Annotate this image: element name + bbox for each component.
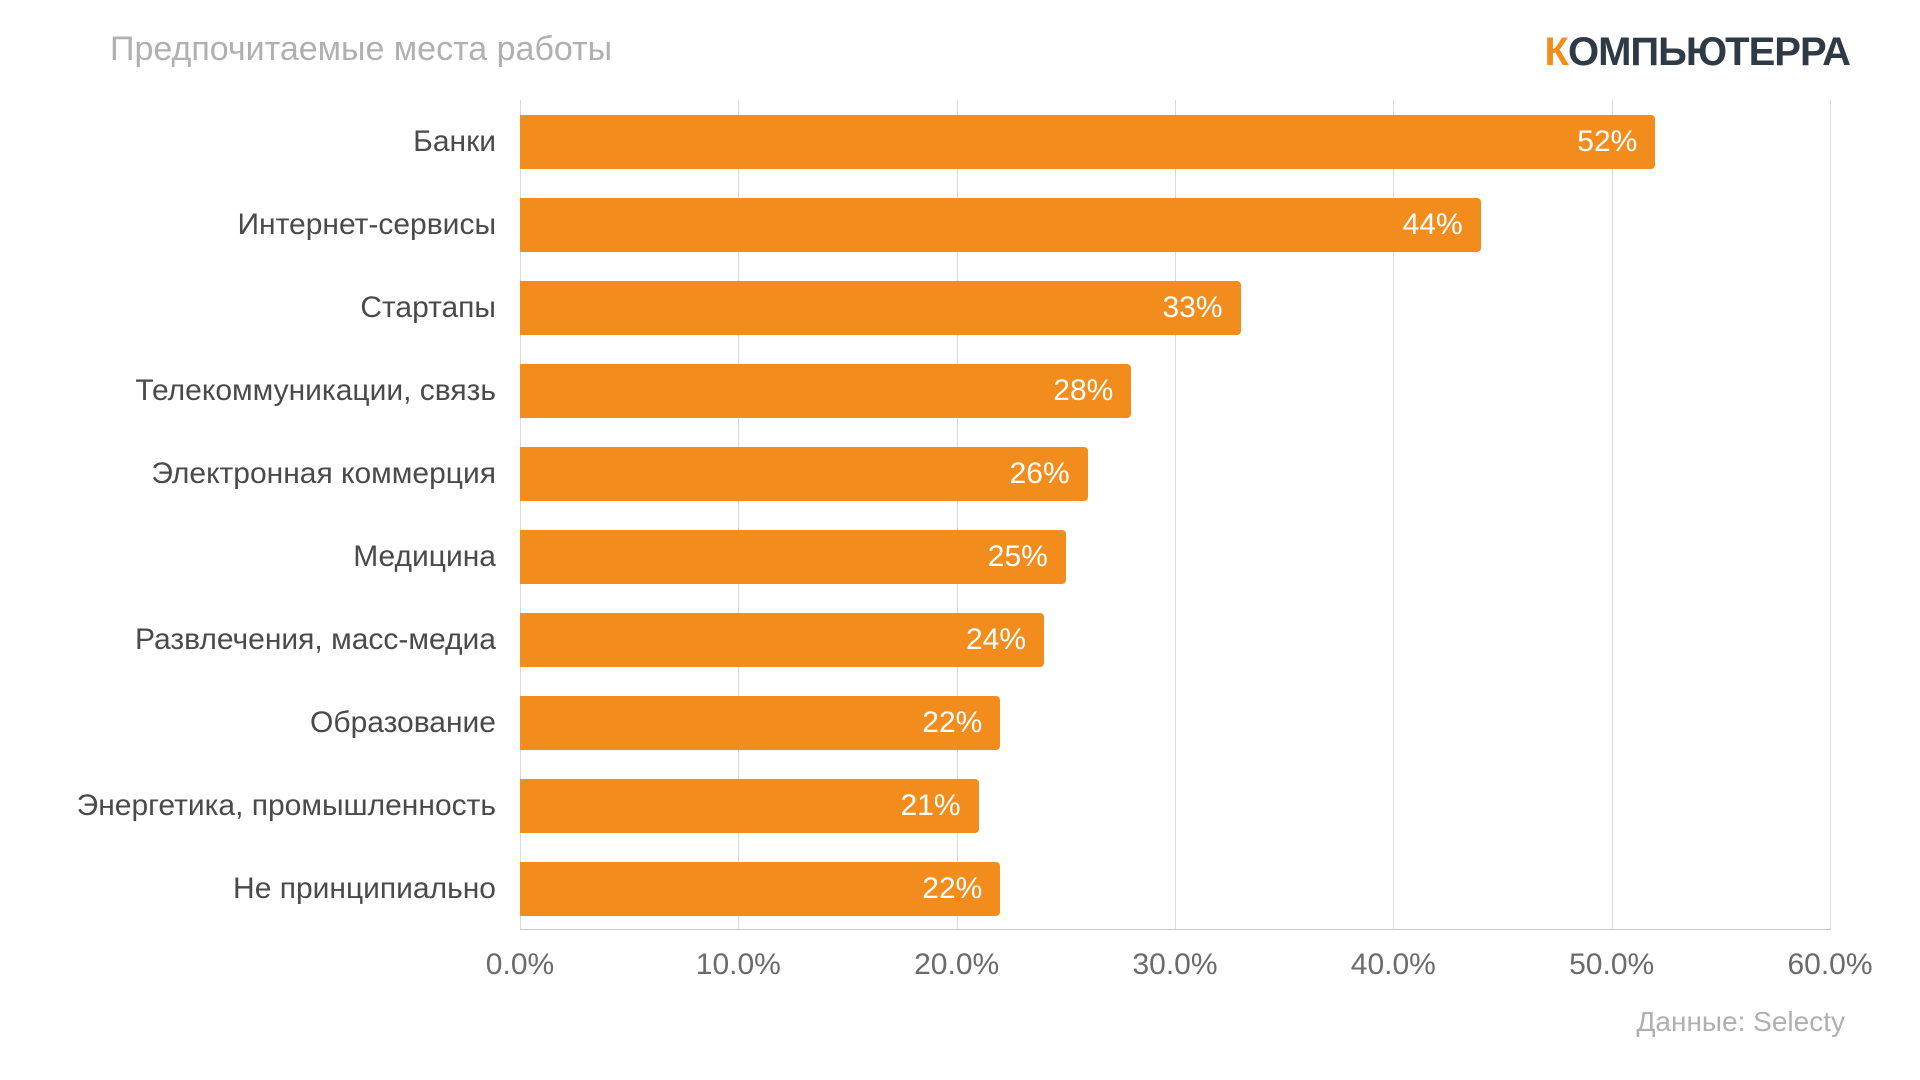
x-tick-label: 60.0% <box>1787 948 1872 982</box>
category-label: Развлечения, масс-медиа <box>135 623 496 657</box>
bar-row: Образование22% <box>520 681 1830 764</box>
category-label: Банки <box>413 125 496 159</box>
chart-title: Предпочитаемые места работы <box>110 30 612 69</box>
category-label: Медицина <box>353 540 496 574</box>
x-tick-label: 50.0% <box>1569 948 1654 982</box>
plot-area: 0.0%10.0%20.0%30.0%40.0%50.0%60.0%Банки5… <box>520 100 1830 930</box>
x-tick-label: 0.0% <box>486 948 554 982</box>
bar: 25% <box>520 530 1066 584</box>
category-label: Стартапы <box>360 291 496 325</box>
bar-value-label: 52% <box>1577 125 1637 159</box>
x-tick-label: 40.0% <box>1351 948 1436 982</box>
category-label: Телекоммуникации, связь <box>135 374 496 408</box>
gridline <box>1830 100 1831 930</box>
bar-row: Развлечения, масс-медиа24% <box>520 598 1830 681</box>
bar: 26% <box>520 447 1088 501</box>
bar: 33% <box>520 281 1241 335</box>
x-tick-label: 20.0% <box>914 948 999 982</box>
bar-value-label: 22% <box>922 872 982 906</box>
bar: 44% <box>520 198 1481 252</box>
bar-row: Электронная коммерция26% <box>520 432 1830 515</box>
bar: 52% <box>520 115 1655 169</box>
bar-row: Энергетика, промышленность21% <box>520 764 1830 847</box>
x-tick-label: 10.0% <box>696 948 781 982</box>
logo-accent-char: К <box>1545 30 1568 74</box>
bar-value-label: 21% <box>900 789 960 823</box>
bar-value-label: 44% <box>1403 208 1463 242</box>
bar-value-label: 28% <box>1053 374 1113 408</box>
bar-row: Банки52% <box>520 100 1830 183</box>
bar: 22% <box>520 696 1000 750</box>
bar-value-label: 25% <box>988 540 1048 574</box>
category-label: Интернет-сервисы <box>237 208 496 242</box>
brand-logo: КОМПЬЮТЕРРА <box>1545 30 1850 75</box>
bar-row: Медицина25% <box>520 515 1830 598</box>
bar: 22% <box>520 862 1000 916</box>
bar-row: Интернет-сервисы44% <box>520 183 1830 266</box>
category-label: Образование <box>310 706 496 740</box>
bar-row: Не принципиально22% <box>520 847 1830 930</box>
logo-rest: ОМПЬЮТЕРРА <box>1568 30 1850 74</box>
bar-value-label: 24% <box>966 623 1026 657</box>
bar-value-label: 22% <box>922 706 982 740</box>
bar-row: Телекоммуникации, связь28% <box>520 349 1830 432</box>
bar-value-label: 33% <box>1162 291 1222 325</box>
bar-value-label: 26% <box>1010 457 1070 491</box>
x-tick-label: 30.0% <box>1132 948 1217 982</box>
data-source-label: Данные: Selecty <box>1636 1006 1845 1038</box>
bar-row: Стартапы33% <box>520 266 1830 349</box>
bar: 21% <box>520 779 979 833</box>
bar-chart: 0.0%10.0%20.0%30.0%40.0%50.0%60.0%Банки5… <box>520 100 1830 930</box>
category-label: Энергетика, промышленность <box>77 789 496 823</box>
bar: 28% <box>520 364 1131 418</box>
category-label: Электронная коммерция <box>151 457 496 491</box>
bar: 24% <box>520 613 1044 667</box>
category-label: Не принципиально <box>233 872 496 906</box>
